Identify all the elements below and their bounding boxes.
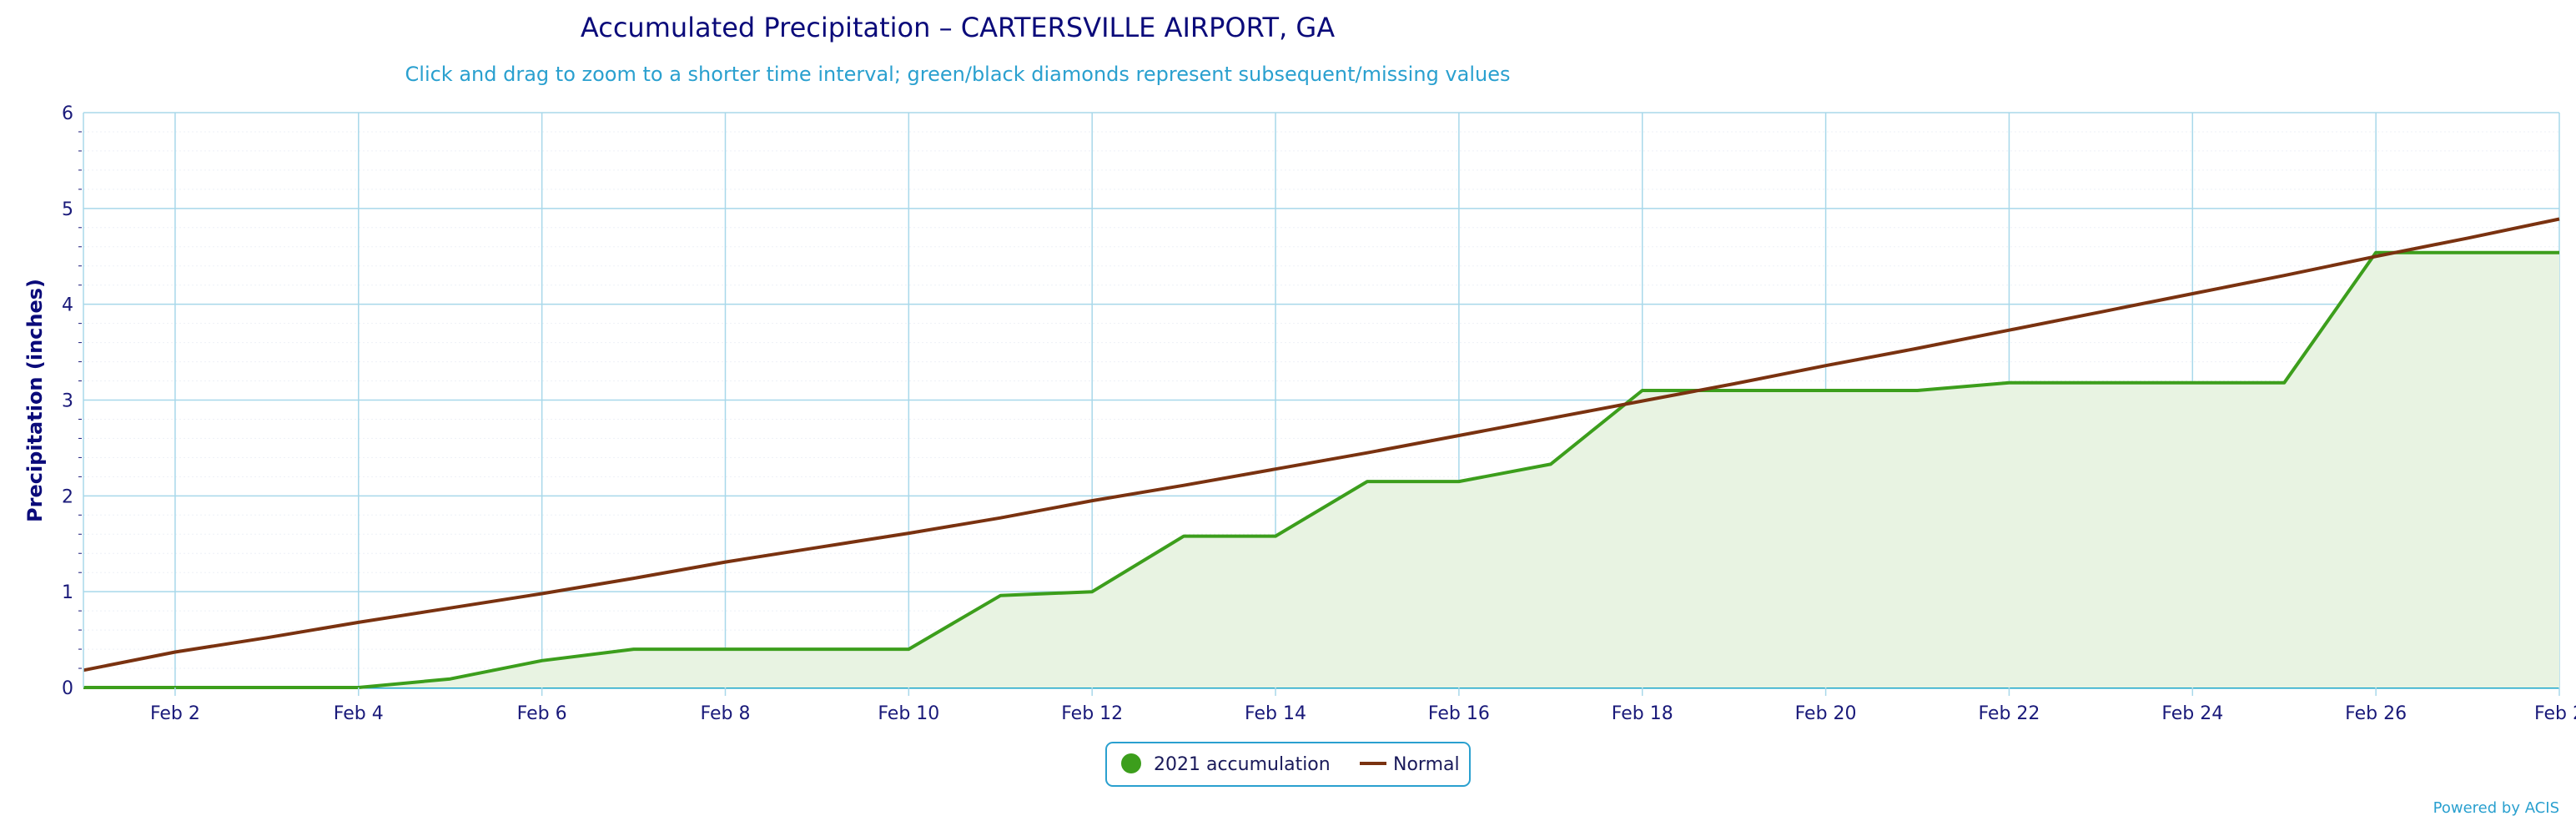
series-line-2021-accumulation[interactable] xyxy=(83,250,2559,689)
y-tick-label: 5 xyxy=(62,199,73,220)
x-tick-label: Feb 24 xyxy=(2161,703,2223,724)
chart-title: Accumulated Precipitation – CARTERSVILLE… xyxy=(581,12,1335,43)
x-tick-label: Feb 10 xyxy=(878,703,939,724)
x-tick-label: Feb 26 xyxy=(2345,703,2407,724)
axis-layer: 0 1 2 3 4 5 6 Feb 2 Feb 4 Feb 6 Feb 8 Feb 10 Feb 12 F… xyxy=(62,103,2576,724)
legend-marker-2021-accumulation[interactable] xyxy=(1121,753,1141,773)
x-tick-label: Feb 16 xyxy=(1428,703,1490,724)
x-tick-label: Feb 2 xyxy=(150,703,200,724)
x-tick-label: Feb 18 xyxy=(1612,703,1673,724)
legend-box xyxy=(1105,742,1471,787)
x-tick-label: Feb 12 xyxy=(1061,703,1123,724)
series-area-2021-accumulation xyxy=(83,252,2559,688)
y-tick-label: 1 xyxy=(62,582,73,603)
y-tick-label: 6 xyxy=(62,103,73,124)
legend-label-2021-accumulation[interactable]: 2021 accumulation xyxy=(1154,754,1331,775)
x-tick-label: Feb 22 xyxy=(1978,703,2040,724)
y-tick-label: 0 xyxy=(62,678,73,699)
y-tick-label: 3 xyxy=(62,391,73,412)
y-axis-label: Precipitation (inches) xyxy=(23,279,47,522)
y-tick-label: 2 xyxy=(62,486,73,507)
line-layer xyxy=(83,217,2560,689)
x-tick-label: Feb 4 xyxy=(334,703,384,724)
area-layer xyxy=(83,252,2559,688)
credit-link[interactable]: Powered by ACIS xyxy=(2433,799,2559,817)
x-tick-label: Feb 6 xyxy=(517,703,567,724)
legend[interactable]: 2021 accumulation Normal xyxy=(1105,742,1471,787)
chart-subtitle: Click and drag to zoom to a shorter time… xyxy=(405,63,1511,86)
x-tick-label: Feb 8 xyxy=(701,703,751,724)
legend-label-normal[interactable]: Normal xyxy=(1393,754,1460,775)
x-tick-label: Feb 2 xyxy=(2534,703,2576,724)
x-tick-label: Feb 20 xyxy=(1795,703,1857,724)
series-line-normal[interactable] xyxy=(83,217,2560,672)
y-tick-label: 4 xyxy=(62,295,73,316)
x-tick-label: Feb 14 xyxy=(1245,703,1306,724)
